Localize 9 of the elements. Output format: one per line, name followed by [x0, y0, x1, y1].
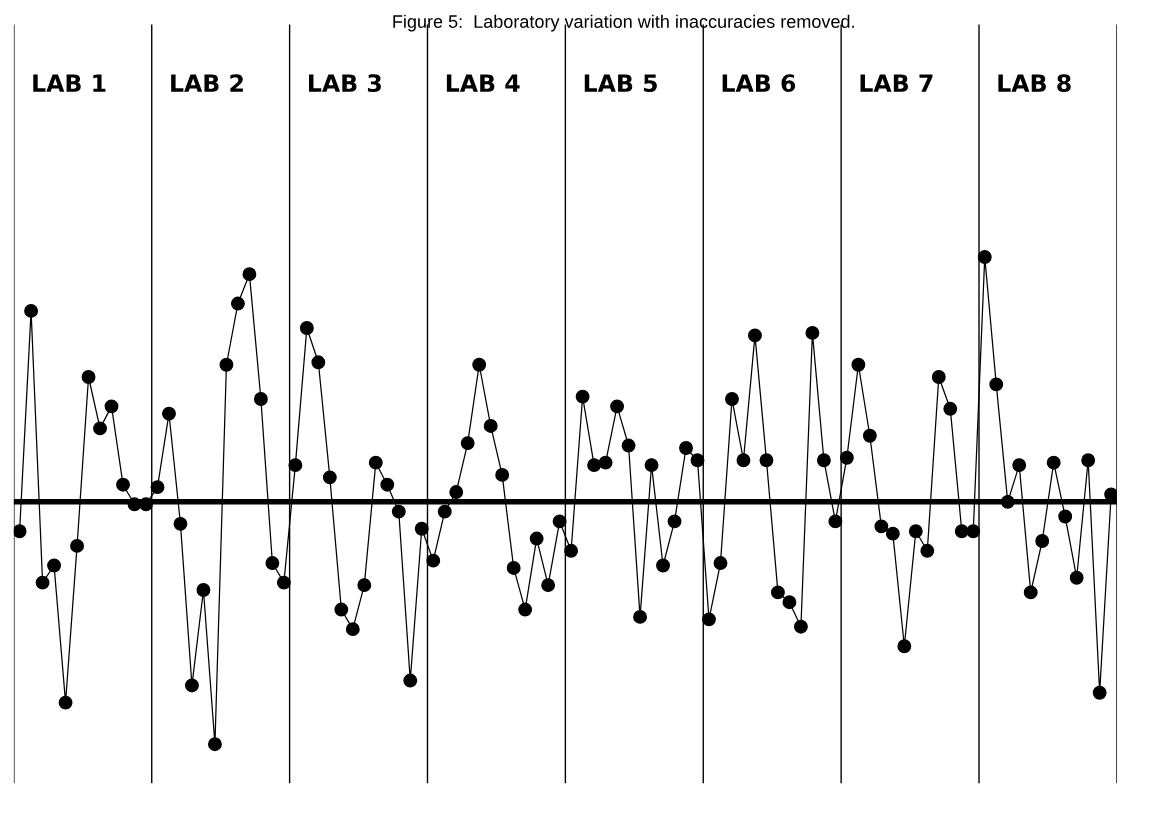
text: LAB 1 — [33, 74, 106, 92]
text: LAB 3 — [309, 74, 381, 93]
chart-title: Figure 5: Laboratory variation with inaccuracies removed. — [393, 14, 854, 32]
text: LAB 6 — [722, 74, 796, 93]
text: LAB 7 — [860, 74, 933, 92]
text: LAB 4 — [446, 74, 520, 92]
text: LAB 5 — [584, 74, 657, 93]
text: LAB 2 — [171, 74, 243, 92]
text: LAB 8 — [998, 74, 1071, 93]
